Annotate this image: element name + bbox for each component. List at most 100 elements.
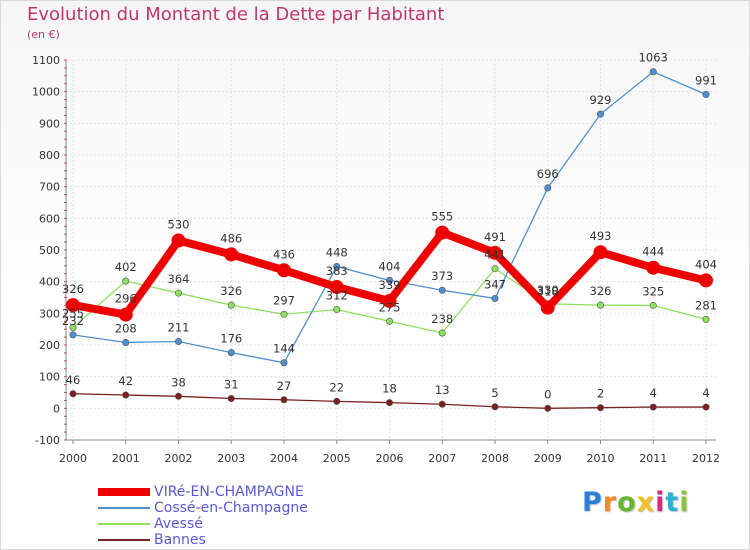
series-0-point	[699, 273, 713, 288]
series-1-data-label: 232	[62, 314, 84, 328]
series-2-point	[280, 310, 288, 318]
x-tick-label: 2009	[534, 452, 562, 465]
series-3-data-label: 18	[382, 382, 397, 396]
series-0-data-label: 296	[115, 292, 137, 306]
series-1-data-label: 347	[484, 277, 506, 291]
series-0-point	[118, 307, 133, 322]
series-2-point	[596, 301, 604, 309]
y-tick-label: 500	[39, 244, 60, 257]
y-tick-label: 800	[39, 149, 60, 162]
chart-title: Evolution du Montant de la Dette par Hab…	[27, 4, 445, 25]
y-tick-label: 0	[53, 402, 60, 415]
x-tick-label: 2007	[428, 452, 456, 465]
series-2-data-label: 441	[484, 248, 506, 262]
x-tick-label: 2001	[112, 452, 140, 465]
series-1-point	[544, 184, 552, 192]
series-0-data-label: 486	[220, 231, 242, 245]
series-3-data-label: 4	[650, 386, 657, 400]
series-2-data-label: 325	[642, 284, 664, 298]
series-3-group	[69, 390, 710, 412]
chart-subtitle: (en €)	[27, 28, 60, 41]
series-3-data-label: 13	[435, 383, 450, 397]
series-3-point	[280, 396, 288, 404]
series-3-point	[175, 392, 183, 400]
series-1-data-label: 929	[590, 93, 612, 107]
x-tick-label: 2010	[587, 452, 615, 465]
series-3-point	[438, 400, 446, 408]
series-3-data-label: 46	[66, 373, 81, 387]
series-2-data-label: 326	[220, 284, 242, 298]
x-tick-label: 2011	[639, 452, 667, 465]
series-0-data-label: 339	[379, 278, 401, 292]
series-0-point	[593, 245, 608, 260]
y-tick-label: 900	[39, 117, 60, 130]
series-3-data-label: 5	[491, 386, 498, 400]
series-0-point	[277, 263, 291, 278]
series-3-point	[649, 403, 657, 411]
series-1-data-label: 1063	[639, 51, 668, 65]
series-3-data-label: 42	[118, 374, 133, 388]
series-1-data-label: 373	[431, 269, 453, 283]
series-3-point	[385, 399, 393, 407]
series-2-point	[491, 265, 499, 273]
series-1-point	[227, 349, 235, 357]
series-1-data-label: 208	[115, 321, 137, 335]
series-1-point	[69, 331, 77, 339]
logo-letter: r	[602, 487, 618, 518]
logo-letter: i	[655, 487, 666, 518]
y-tick-label: 300	[39, 307, 60, 320]
y-tick-label: 1100	[32, 54, 60, 67]
series-3-data-label: 22	[329, 380, 344, 394]
series-3-point	[69, 390, 77, 398]
y-tick-label: 100	[39, 371, 60, 384]
series-2-data-label: 364	[168, 272, 190, 286]
series-0-data-label: 491	[484, 230, 506, 244]
logo-letter: x	[636, 487, 656, 518]
series-3-point	[491, 403, 499, 411]
series-0-point	[329, 280, 344, 295]
series-2-data-label: 326	[590, 284, 612, 298]
series-2-data-label: 238	[431, 312, 453, 326]
series-1-point	[122, 338, 130, 346]
legend-swatch	[98, 507, 150, 509]
series-1-point	[596, 110, 604, 118]
legend-label: Cossé-en-Champagne	[154, 500, 308, 516]
series-0-point	[66, 298, 80, 313]
series-0-data-label: 493	[590, 229, 612, 243]
x-tick-label: 2012	[692, 452, 720, 465]
series-0-data-label: 555	[431, 210, 453, 224]
series-1-data-label: 176	[220, 332, 242, 346]
legend-swatch	[98, 539, 150, 541]
x-tick-label: 2000	[59, 452, 87, 465]
series-2-point	[333, 306, 341, 314]
series-3-data-label: 0	[544, 387, 551, 401]
series-3-point	[122, 391, 130, 399]
series-2-point	[385, 317, 393, 325]
series-2-data-label: 281	[695, 298, 717, 312]
series-2-point	[122, 277, 130, 285]
x-tick-label: 2005	[323, 452, 351, 465]
series-3-point	[702, 403, 710, 411]
logo-letter: i	[679, 487, 690, 518]
series-1-data-label: 144	[273, 342, 295, 356]
legend-swatch	[98, 488, 150, 496]
x-tick-label: 2004	[270, 452, 298, 465]
series-2-data-label: 330	[537, 283, 559, 297]
x-tick-label: 2008	[481, 452, 509, 465]
series-3-point	[227, 395, 235, 403]
series-2-data-label: 297	[273, 293, 295, 307]
logo-letter: o	[617, 487, 637, 518]
series-3-data-label: 31	[224, 378, 239, 392]
y-tick-label: 200	[39, 339, 60, 352]
series-2-point	[69, 324, 77, 332]
y-tick-label: 400	[39, 276, 60, 289]
series-1-data-label: 448	[326, 245, 348, 259]
legend-label: VIRé-EN-CHAMPAGNE	[154, 484, 304, 500]
x-tick-label: 2002	[165, 452, 193, 465]
series-2-point	[227, 301, 235, 309]
series-2-data-label: 255	[62, 307, 84, 321]
series-0-point	[382, 293, 397, 308]
legend-swatch	[98, 523, 150, 525]
series-2-point	[649, 301, 657, 309]
